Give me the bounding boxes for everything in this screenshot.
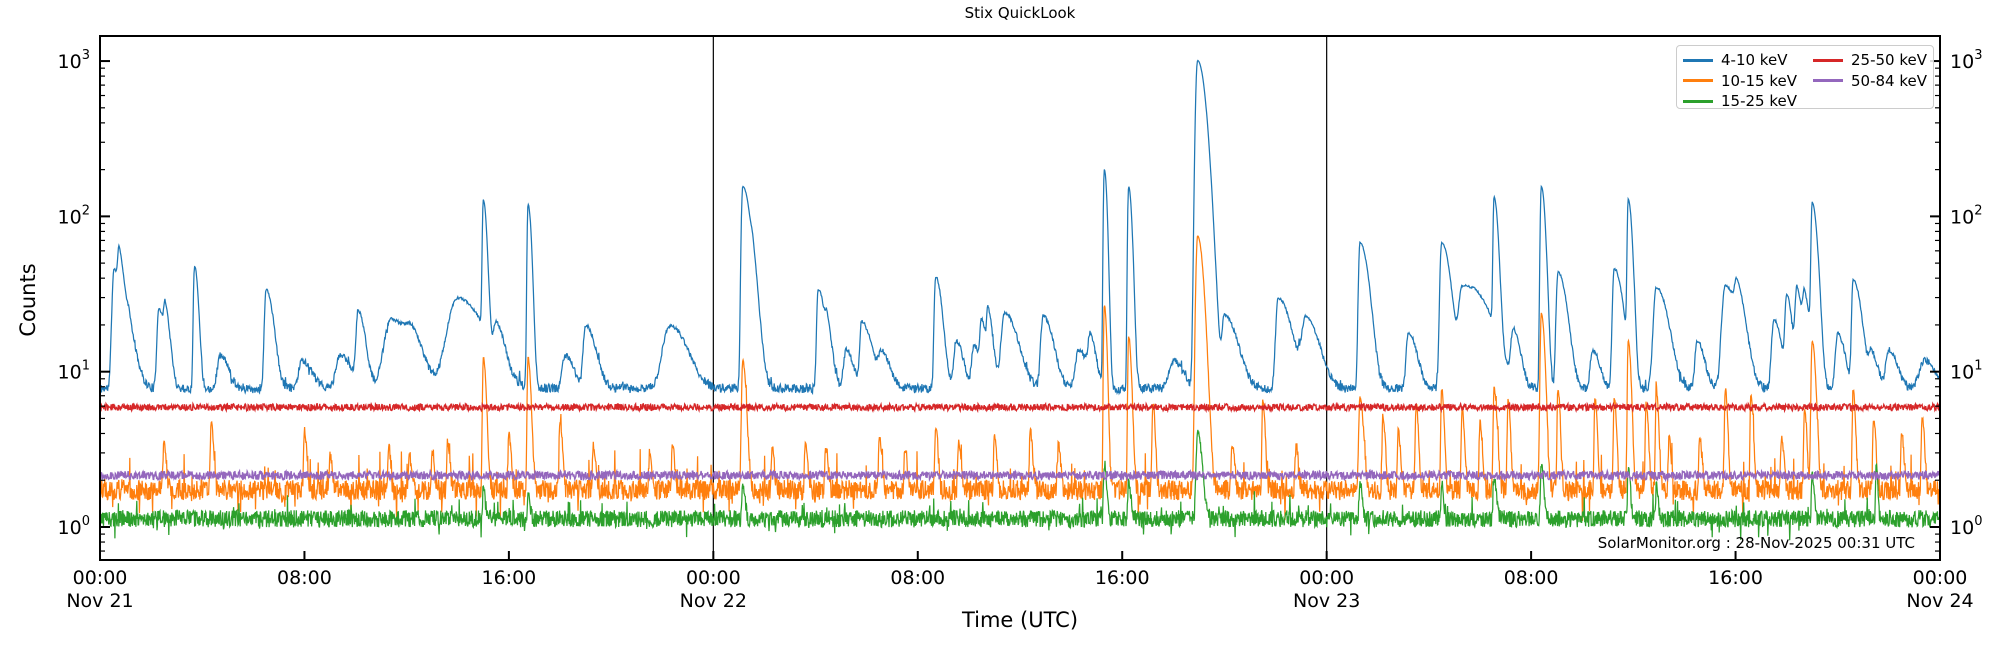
y-tick-label: 100 <box>1950 514 1982 539</box>
x-tick-day-label: Nov 23 <box>1293 590 1360 612</box>
x-tick-label: 00:00 <box>1299 567 1354 589</box>
y-axis-label: Counts <box>16 263 40 337</box>
series-line-50-84-kev <box>100 468 1940 483</box>
y-tick-label: 103 <box>1950 48 1982 73</box>
y-tick-label: 100 <box>58 514 90 539</box>
legend-label: 25-50 keV <box>1851 51 1927 69</box>
legend-line-sample-icon <box>1813 58 1843 62</box>
y-tick-label: 101 <box>58 359 90 384</box>
legend-label: 15-25 keV <box>1721 92 1797 110</box>
x-axis-label: Time (UTC) <box>961 608 1079 632</box>
x-tick-day-label: Nov 22 <box>680 590 747 612</box>
y-tick-label: 102 <box>58 203 90 228</box>
legend-column-1: 4-10 keV 10-15 keV 15-25 keV <box>1681 50 1811 110</box>
legend-item-15-25-kev: 15-25 keV <box>1681 91 1811 112</box>
legend-item-50-84-kev: 50-84 keV <box>1811 71 1927 92</box>
legend-item-4-10-kev: 4-10 keV <box>1681 50 1811 71</box>
legend-line-sample-icon <box>1683 79 1713 83</box>
legend-line-sample-icon <box>1683 99 1713 103</box>
chart-title: Stix QuickLook <box>964 4 1076 22</box>
series-line-25-50-kev <box>100 401 1940 414</box>
x-tick-label: 08:00 <box>1504 567 1559 589</box>
legend-column-2: 25-50 keV 50-84 keV <box>1811 50 1927 104</box>
series-line-10-15-kev <box>100 235 1940 523</box>
series-line-15-25-kev <box>100 429 1940 541</box>
legend-label: 50-84 keV <box>1851 71 1927 90</box>
x-tick-label: 16:00 <box>482 567 537 589</box>
legend-line-sample-icon <box>1683 58 1713 62</box>
legend: 4-10 keV 10-15 keV 15-25 keV 25-50 keV 5… <box>1676 45 1934 110</box>
y-tick-label: 102 <box>1950 203 1982 228</box>
source-annotation: SolarMonitor.org : 28-Nov-2025 00:31 UTC <box>1597 534 1915 552</box>
legend-label: 4-10 keV <box>1721 51 1788 69</box>
y-tick-label: 101 <box>1950 359 1982 384</box>
x-tick-label: 16:00 <box>1095 567 1150 589</box>
x-tick-day-label: Nov 24 <box>1906 590 1973 612</box>
x-tick-label: 08:00 <box>277 567 332 589</box>
x-tick-label: 00:00 <box>1913 567 1968 589</box>
series-group <box>100 59 1940 541</box>
x-tick-label: 00:00 <box>73 567 128 589</box>
legend-line-sample-icon <box>1813 79 1843 83</box>
legend-item-10-15-kev: 10-15 keV <box>1681 71 1811 92</box>
y-tick-label: 103 <box>58 48 90 73</box>
x-tick-day-label: Nov 21 <box>66 590 133 612</box>
legend-item-25-50-kev: 25-50 keV <box>1811 50 1927 71</box>
legend-label: 10-15 keV <box>1721 71 1797 90</box>
x-tick-label: 16:00 <box>1708 567 1763 589</box>
x-tick-label: 08:00 <box>890 567 945 589</box>
x-tick-label: 00:00 <box>686 567 741 589</box>
series-line-4-10-kev <box>100 59 1940 396</box>
